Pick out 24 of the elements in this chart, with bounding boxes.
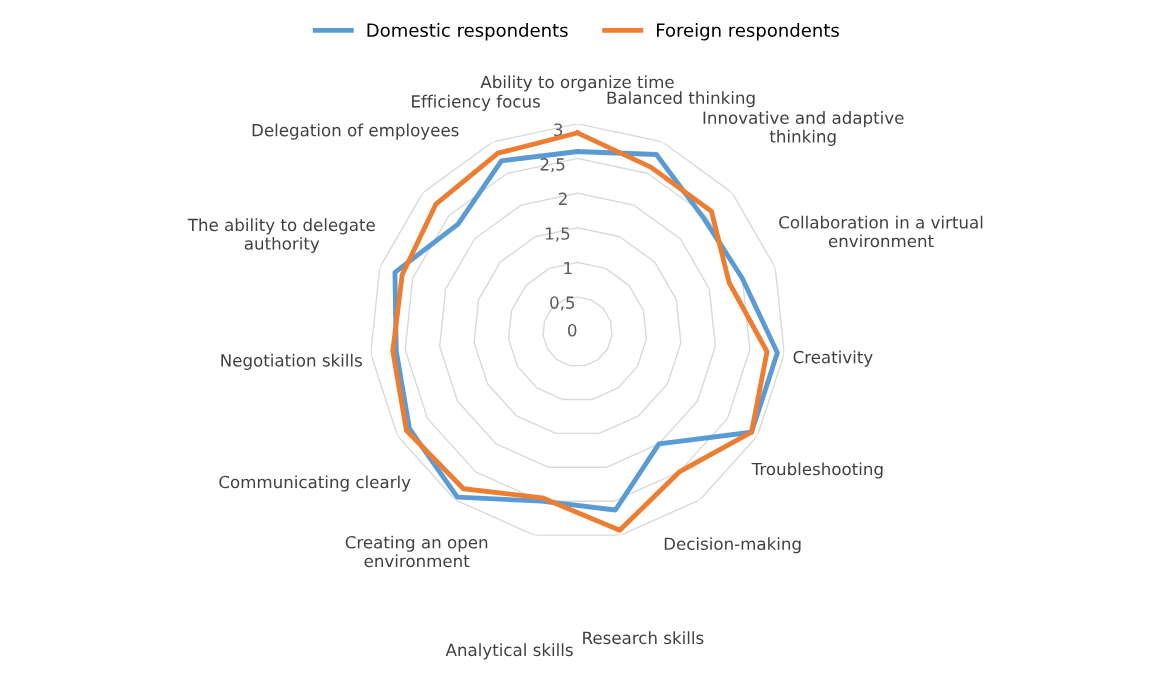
spoke-label: Creating an open environment: [345, 535, 488, 568]
spoke-label: Negotiation skills: [221, 353, 362, 370]
y-tick-label: 2,5: [540, 158, 565, 173]
y-tick-label: 1: [564, 261, 572, 275]
y-tick-label: 2: [558, 192, 567, 205]
spoke-label: Ability to organize time: [480, 75, 674, 92]
y-tick-label: 1,5: [546, 227, 570, 242]
spoke-label: Decision-making: [664, 537, 801, 554]
spoke-label: Communicating clearly: [219, 475, 411, 492]
spoke-label: Research skills: [583, 631, 704, 645]
spoke-label: The ability to delegate authority: [187, 218, 375, 254]
spoke-label: Balanced thinking: [607, 91, 755, 108]
y-tick-label: 0,5: [550, 296, 575, 311]
spoke-label: Collaboration in a virtual environment: [779, 215, 983, 248]
legend-label: Domestic respondents: [367, 23, 568, 41]
spoke-label: Efficiency focus: [412, 94, 540, 111]
spoke-label: Delegation of employees: [252, 123, 459, 140]
y-tick-label: 3: [554, 123, 563, 137]
legend-label: Foreign respondents: [657, 23, 839, 41]
y-tick-label: 0: [567, 323, 577, 337]
spoke-label: Creativity: [793, 350, 873, 367]
spoke-label: Analytical skills: [445, 643, 573, 660]
spoke-label: Innovative and adaptive thinking: [703, 111, 904, 146]
spoke-label: Troubleshooting: [751, 462, 883, 479]
